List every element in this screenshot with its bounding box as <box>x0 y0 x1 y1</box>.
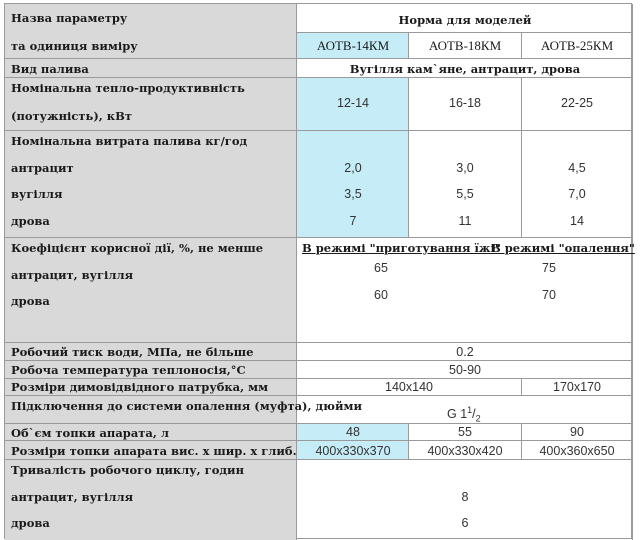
chimney-value-b: 170x170 <box>553 380 601 394</box>
pressure-value: 0.2 <box>456 345 474 359</box>
connection-value-cell <box>297 396 633 424</box>
consumption-value: 7 <box>349 214 357 228</box>
power-cell-3 <box>522 78 633 131</box>
pressure-value-cell <box>297 343 633 361</box>
consumption-value: 3,5 <box>344 187 362 201</box>
power-value-2: 16-18 <box>449 96 481 110</box>
model-cell-2 <box>409 33 522 59</box>
consumption-sub-anthracite: антрацит <box>11 161 74 175</box>
volume-cell-1 <box>297 424 409 441</box>
chimney-label-cell <box>5 379 297 396</box>
cycle-label: Тривалість робочого циклу, годин <box>11 463 244 477</box>
efficiency-label: Коефіцієнт корисної дії, %, не менше <box>11 241 264 255</box>
cycle-value: 6 <box>461 516 469 530</box>
model-cell-3 <box>522 33 633 59</box>
connection-fraction-denominator: 2 <box>475 413 481 424</box>
consumption-value: 4,5 <box>568 161 586 175</box>
header-parameter-title: Назва параметру <box>11 11 128 25</box>
header-norm-cell <box>297 4 633 33</box>
firebox-cell-2 <box>409 441 522 460</box>
volume-value-1: 48 <box>346 425 360 439</box>
volume-value-3: 90 <box>570 425 584 439</box>
chimney-label: Розміри димовідвідного патрубка, мм <box>11 380 269 394</box>
power-label-line2: (потужність), кВт <box>11 109 132 123</box>
consumption-sub-coal: вугілля <box>11 187 63 201</box>
specifications-table: Назва параметру та одиниця виміру Норма … <box>4 3 635 540</box>
efficiency-cooking-value: 60 <box>374 288 388 302</box>
model-label-2: АОТВ-18КМ <box>428 38 502 53</box>
firebox-cell-3 <box>522 441 633 460</box>
cycle-sub-wood: дрова <box>11 516 50 530</box>
consumption-value: 11 <box>458 214 472 228</box>
connection-label: Підключення до системи опалення (муфта),… <box>11 399 362 413</box>
volume-cell-2 <box>409 424 522 441</box>
efficiency-cooking-value: 65 <box>374 261 388 275</box>
power-label-line1: Номінальна тепло-продуктивність <box>11 81 245 95</box>
consumption-cell-2 <box>409 131 522 238</box>
efficiency-sub-wood: дрова <box>11 294 50 308</box>
cycle-value-cell <box>297 460 633 540</box>
volume-label-cell <box>5 424 297 441</box>
firebox-value-2: 400x330x420 <box>427 444 503 458</box>
connection-thread: G 1 <box>447 407 468 422</box>
efficiency-sub-anthracite-coal: антрацит, вугілля <box>11 268 134 282</box>
header-parameter-cell <box>5 4 297 59</box>
efficiency-mode-cooking: В режимі "приготування їжі" <box>302 241 501 255</box>
chimney-cell-a <box>297 379 522 396</box>
header-norm-title: Норма для моделей <box>398 13 532 27</box>
temperature-value: 50-90 <box>449 363 481 377</box>
fuel-value-cell <box>297 59 633 78</box>
chimney-cell-b <box>522 379 633 396</box>
chimney-value-a: 140x140 <box>385 380 433 394</box>
volume-cell-3 <box>522 424 633 441</box>
consumption-label-cell <box>5 131 297 238</box>
volume-label: Об`єм топки апарата, л <box>11 426 169 440</box>
temperature-label: Робоча температура теплоносія,°С <box>11 363 246 377</box>
consumption-cell-3 <box>522 131 633 238</box>
fuel-label-cell <box>5 59 297 78</box>
model-label-1: АОТВ-14КМ <box>316 38 390 53</box>
cycle-value: 8 <box>461 490 469 504</box>
consumption-value: 2,0 <box>344 161 362 175</box>
consumption-sub-wood: дрова <box>11 214 50 228</box>
power-value-3: 22-25 <box>561 96 593 110</box>
temperature-value-cell <box>297 361 633 379</box>
connection-label-cell <box>5 396 297 424</box>
firebox-label: Розміри топки апарата вис. х шир. х глиб… <box>11 444 325 458</box>
firebox-value-3: 400x360x650 <box>539 444 615 458</box>
pressure-label: Робочий тиск води, МПа, не більше <box>11 345 254 359</box>
consumption-label: Номінальна витрата палива кг/год <box>11 134 248 148</box>
cycle-sub-anthracite-coal: антрацит, вугілля <box>11 490 134 504</box>
efficiency-heating-value: 70 <box>542 288 556 302</box>
power-value-1: 12-14 <box>337 96 369 110</box>
fuel-value: Вугілля кам`яне, антрацит, дрова <box>349 62 581 76</box>
efficiency-value-cell <box>297 238 633 343</box>
power-cell-1 <box>297 78 409 131</box>
connection-value: G 11/2 <box>447 405 481 424</box>
power-cell-2 <box>409 78 522 131</box>
consumption-cell-1 <box>297 131 409 238</box>
consumption-value: 14 <box>570 214 584 228</box>
efficiency-mode-heating: В режимі "опалення" <box>491 241 635 255</box>
efficiency-heating-value: 75 <box>542 261 556 275</box>
cycle-label-cell <box>5 460 297 540</box>
header-parameter-unit: та одиниця виміру <box>11 39 138 53</box>
consumption-value: 3,0 <box>456 161 474 175</box>
volume-value-2: 55 <box>458 425 472 439</box>
firebox-cell-1 <box>297 441 409 460</box>
firebox-label-cell <box>5 441 297 460</box>
connection-fraction-numerator: 1 <box>467 405 473 415</box>
efficiency-label-cell <box>5 238 297 343</box>
consumption-value: 5,5 <box>456 187 474 201</box>
pressure-label-cell <box>5 343 297 361</box>
consumption-value: 7,0 <box>568 187 586 201</box>
power-label-cell <box>5 78 297 131</box>
model-label-3: АОТВ-25КМ <box>540 38 614 53</box>
fuel-label: Вид палива <box>11 62 89 76</box>
firebox-value-1: 400x330x370 <box>315 444 391 458</box>
model-cell-1 <box>297 33 409 59</box>
temperature-label-cell <box>5 361 297 379</box>
